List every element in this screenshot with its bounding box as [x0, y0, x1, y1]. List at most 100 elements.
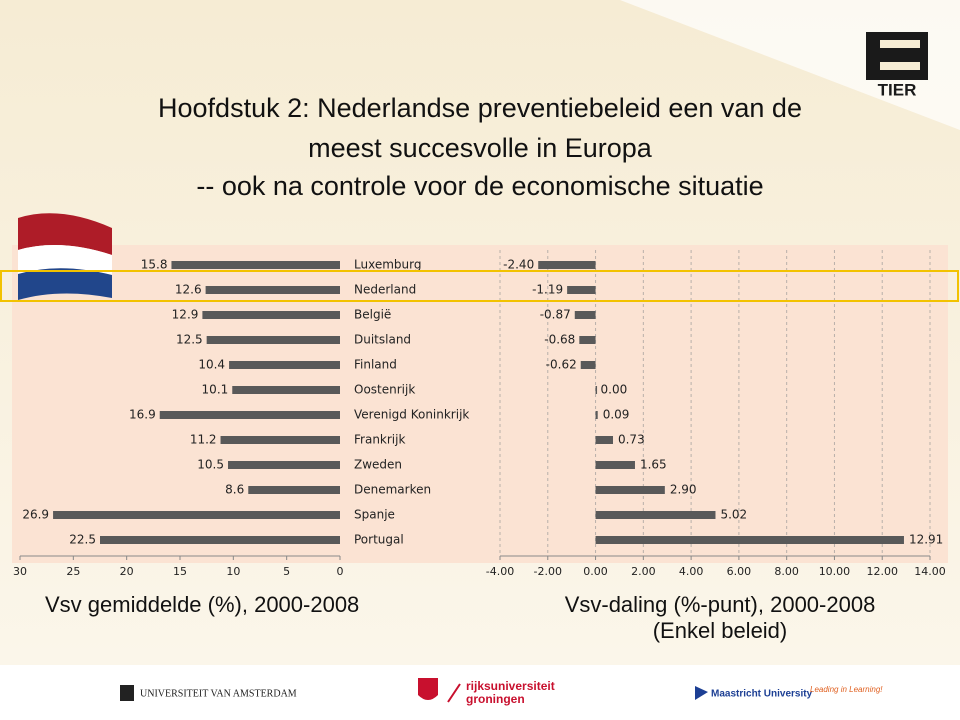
bar — [205, 286, 340, 294]
bar — [53, 511, 341, 519]
value-label: 12.6 — [175, 283, 202, 297]
highlight — [0, 270, 959, 302]
x-tick-label: 15 — [173, 565, 187, 578]
bar — [595, 386, 598, 394]
bar — [206, 336, 340, 344]
value-label: 16.9 — [129, 408, 156, 422]
value-label: 12.5 — [176, 333, 203, 347]
logo-stroke — [880, 62, 920, 70]
category-label: Denemarken — [354, 483, 431, 497]
value-label: -0.68 — [544, 333, 575, 347]
flag-red — [18, 213, 112, 255]
category-label: Zweden — [354, 458, 402, 472]
uva-icon — [120, 685, 134, 701]
logo-text: TIER — [878, 80, 917, 99]
category-label: Frankrijk — [354, 433, 405, 447]
uva-text: UNIVERSITEIT VAN AMSTERDAM — [140, 688, 297, 699]
chart-area — [12, 245, 948, 563]
bar — [248, 486, 340, 494]
rug-text: rijksuniversiteit — [466, 679, 555, 693]
tier-logo: TIER — [866, 32, 928, 99]
bar — [580, 361, 596, 369]
caption: Vsv-daling (%-punt), 2000-2008 — [565, 592, 876, 617]
category-label: Verenigd Koninkrijk — [354, 408, 469, 422]
bar — [232, 386, 340, 394]
x-tick-label: 20 — [120, 565, 134, 578]
x-tick-label: 0 — [337, 565, 344, 578]
bar — [538, 261, 596, 269]
x-tick-label: 30 — [13, 565, 27, 578]
bar — [595, 486, 665, 494]
bar — [159, 411, 340, 419]
bar — [579, 336, 596, 344]
bar — [220, 436, 340, 444]
category-label: Duitsland — [354, 333, 411, 347]
value-label: 5.02 — [720, 508, 747, 522]
bar — [567, 286, 596, 294]
flag-blue — [18, 268, 112, 300]
x-tick-label: 25 — [66, 565, 80, 578]
value-label: 2.90 — [670, 483, 697, 497]
rug-text: groningen — [466, 692, 525, 706]
value-label: 1.65 — [640, 458, 667, 472]
x-tick-label: 10.00 — [819, 565, 851, 578]
title-line: Hoofdstuk 2: Nederlandse preventiebeleid… — [158, 93, 802, 123]
value-label: 12.9 — [172, 308, 199, 322]
value-label: 11.2 — [190, 433, 217, 447]
value-label: 10.5 — [197, 458, 224, 472]
bar — [100, 536, 340, 544]
x-tick-label: 8.00 — [774, 565, 799, 578]
value-label: 0.00 — [601, 383, 628, 397]
category-label: Luxemburg — [354, 258, 421, 272]
x-tick-label: -4.00 — [486, 565, 514, 578]
x-tick-label: 0.00 — [583, 565, 608, 578]
footer — [0, 665, 960, 720]
caption: (Enkel beleid) — [653, 618, 788, 643]
x-tick-label: 12.00 — [866, 565, 898, 578]
value-label: 0.09 — [603, 408, 630, 422]
category-label: Oostenrijk — [354, 383, 415, 397]
value-label: 0.73 — [618, 433, 645, 447]
value-label: 12.91 — [909, 533, 943, 547]
value-label: -0.62 — [546, 358, 577, 372]
value-label: 8.6 — [225, 483, 244, 497]
x-tick-label: 4.00 — [679, 565, 704, 578]
value-label: -2.40 — [503, 258, 534, 272]
value-label: 10.1 — [202, 383, 229, 397]
x-tick-label: 6.00 — [727, 565, 752, 578]
x-tick-label: 10 — [226, 565, 240, 578]
bar — [595, 436, 613, 444]
x-tick-label: -2.00 — [534, 565, 562, 578]
logo-stroke — [880, 40, 920, 48]
value-label: -0.87 — [540, 308, 571, 322]
charts: 30 25 20 15 10 5 0 Luxemburg 15.8 Nederland 12.6 Be… — [13, 250, 946, 578]
bar — [171, 261, 340, 269]
bar — [595, 461, 635, 469]
category-label: Portugal — [354, 533, 404, 547]
um-text: Maastricht University — [711, 689, 813, 700]
rug-stroke — [447, 683, 461, 703]
value-label: 10.4 — [198, 358, 225, 372]
value-label: 22.5 — [69, 533, 96, 547]
flag — [18, 213, 112, 300]
flag-white — [18, 245, 112, 275]
logo-box — [866, 32, 928, 80]
x-tick-label: 2.00 — [631, 565, 656, 578]
bar — [202, 311, 340, 319]
x-tick-label: 14.00 — [914, 565, 946, 578]
category-label: België — [354, 308, 391, 322]
title-line: -- ook na controle voor de economische s… — [196, 171, 763, 201]
value-label: 26.9 — [22, 508, 49, 522]
value-label: 15.8 — [141, 258, 168, 272]
rug-icon — [418, 678, 438, 700]
category-label: Nederland — [354, 283, 416, 297]
value-label: -1.19 — [532, 283, 563, 297]
category-label: Spanje — [354, 508, 395, 522]
bar — [595, 411, 598, 419]
um-slogan: Leading in Learning! — [810, 685, 883, 694]
x-tick-label: 5 — [283, 565, 290, 578]
category-label: Finland — [354, 358, 397, 372]
bar — [574, 311, 596, 319]
bar — [595, 511, 716, 519]
